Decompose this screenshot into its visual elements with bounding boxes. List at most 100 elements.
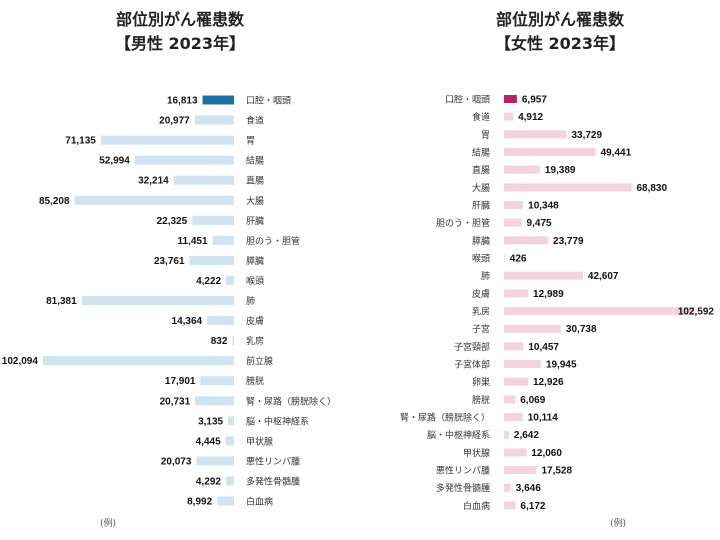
- female-bar: [504, 236, 549, 245]
- male-category-label: 多発性骨髄腫: [246, 475, 300, 487]
- male-value-label: 81,381: [46, 296, 77, 307]
- female-value-label: 68,830: [636, 183, 667, 194]
- female-value-label: 6,069: [520, 395, 545, 406]
- male-value-label: 4,445: [196, 436, 221, 447]
- male-value-label: 832: [211, 336, 228, 347]
- female-bar: [504, 307, 694, 316]
- female-bar: [504, 201, 524, 210]
- female-value-label: 6,172: [520, 501, 545, 512]
- male-value-label: 4,222: [196, 276, 221, 287]
- female-category-label: 喉頭: [472, 253, 490, 265]
- male-value-label: 23,761: [154, 256, 185, 267]
- female-category-label: 大腸: [472, 182, 490, 194]
- female-bar: [504, 324, 561, 333]
- male-bar: [134, 155, 234, 165]
- female-category-label: 胆のう・胆管: [436, 217, 490, 229]
- male-bar: [202, 95, 234, 105]
- male-bar: [217, 496, 234, 506]
- male-category-label: 悪性リンパ腫: [246, 455, 300, 467]
- male-category-label: 直腸: [246, 175, 264, 187]
- female-bar: [504, 413, 523, 422]
- female-category-label: 悪性リンパ腫: [436, 465, 490, 477]
- male-bar: [81, 296, 234, 305]
- male-bar: [194, 115, 234, 125]
- female-value-label: 30,738: [566, 324, 597, 335]
- female-category-label: 乳房: [472, 306, 490, 318]
- male-category-label: 胆のう・胆管: [246, 235, 300, 247]
- male-bar: [225, 436, 234, 446]
- male-bar: [195, 396, 234, 406]
- female-category-label: 結腸: [472, 147, 490, 159]
- female-bar: [504, 130, 567, 139]
- female-value-label: 9,475: [527, 218, 552, 229]
- male-bar: [228, 416, 234, 426]
- female-value-label: 10,457: [528, 342, 559, 353]
- male-value-label: 3,135: [198, 416, 223, 427]
- male-category-label: 皮膚: [246, 315, 264, 327]
- male-bar: [42, 356, 234, 366]
- female-value-label: 12,926: [533, 377, 564, 388]
- male-category-label: 白血病: [246, 496, 273, 508]
- male-value-label: 4,292: [196, 476, 221, 487]
- female-category-label: 子宮: [472, 323, 490, 335]
- female-value-label: 33,729: [571, 130, 602, 141]
- male-bar: [196, 456, 234, 466]
- male-footnote: (例): [100, 519, 117, 529]
- male-value-label: 11,451: [178, 236, 208, 247]
- female-bar: [504, 112, 514, 121]
- male-value-label: 20,977: [159, 116, 190, 127]
- female-category-label: 食道: [472, 111, 490, 123]
- male-bar: [200, 376, 234, 386]
- female-value-label: 102,592: [678, 307, 715, 318]
- female-category-label: 胃: [481, 130, 490, 141]
- female-bar: [504, 342, 524, 351]
- female-category-label: 口腔・咽頭: [445, 94, 490, 106]
- male-value-label: 71,135: [65, 136, 96, 147]
- female-bar: [504, 165, 540, 174]
- female-value-label: 42,607: [588, 271, 619, 282]
- male-value-label: 22,325: [157, 216, 188, 227]
- male-value-label: 32,214: [138, 176, 169, 187]
- female-chart-title: 部位別がん罹患数 【女性 2023年】: [440, 8, 680, 56]
- male-category-label: 腎・尿路（膀胱除く）: [246, 395, 336, 407]
- female-bar: [504, 271, 583, 280]
- female-category-label: 肺: [481, 271, 490, 282]
- male-title-line2: 【男性 2023年】: [114, 34, 246, 53]
- female-bar: [504, 289, 529, 298]
- male-category-label: 大腸: [246, 195, 264, 207]
- female-category-label: 腎・尿路（膀胱除く）: [400, 412, 490, 424]
- male-value-label: 8,992: [187, 497, 212, 508]
- female-value-label: 10,114: [528, 413, 558, 424]
- female-value-label: 4,912: [518, 112, 543, 123]
- male-bar: [173, 175, 234, 185]
- male-bar: [226, 275, 234, 285]
- female-bar: [504, 148, 596, 157]
- male-category-label: 脳・中枢神経系: [246, 415, 309, 427]
- female-value-label: 10,348: [528, 201, 559, 212]
- female-value-label: 6,957: [522, 95, 547, 106]
- male-value-label: 17,901: [165, 376, 196, 387]
- female-value-label: 49,441: [601, 148, 632, 159]
- male-value-label: 52,994: [99, 156, 130, 167]
- male-category-label: 口腔・咽頭: [246, 95, 291, 107]
- male-category-label: 膀胱: [246, 375, 264, 387]
- female-bar: [504, 95, 517, 103]
- female-title-line1: 部位別がん罹患数: [495, 10, 624, 29]
- male-bar: [74, 195, 234, 205]
- female-value-label: 19,389: [545, 165, 576, 176]
- female-category-label: 白血病: [463, 500, 490, 512]
- female-bar: [504, 395, 516, 404]
- male-category-label: 膵臓: [246, 256, 264, 267]
- male-value-label: 20,073: [161, 456, 192, 467]
- male-category-label: 甲状腺: [246, 435, 273, 447]
- male-category-label: 食道: [246, 115, 264, 127]
- female-category-label: 多発性骨髄腫: [436, 482, 490, 494]
- female-value-label: 19,945: [546, 360, 577, 371]
- male-value-label: 102,094: [2, 356, 39, 367]
- female-category-label: 膵臓: [472, 236, 490, 247]
- female-value-label: 426: [510, 254, 527, 265]
- female-category-label: 膀胱: [472, 394, 490, 406]
- female-category-label: 子宮頸部: [454, 341, 490, 353]
- female-category-label: 子宮体部: [454, 359, 490, 371]
